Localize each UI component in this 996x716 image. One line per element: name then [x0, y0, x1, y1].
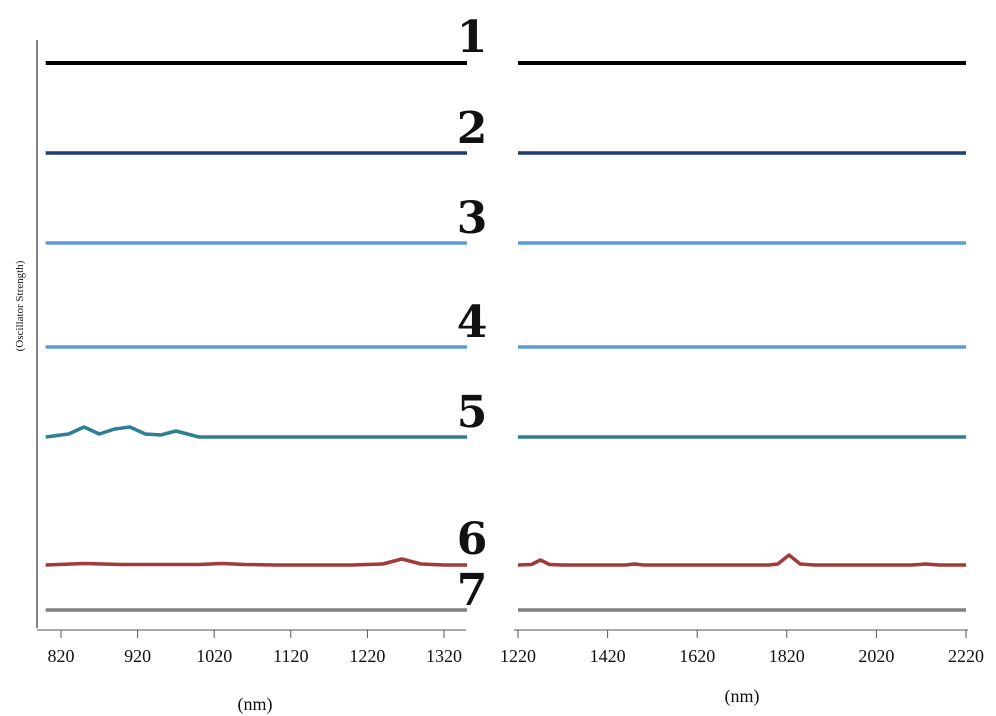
x-tick-label-left: 1320	[426, 646, 462, 666]
x-tick-label-right: 1420	[590, 646, 626, 666]
x-tick-label-right: 2020	[858, 646, 894, 666]
series-label-7: 7	[457, 565, 488, 616]
y-axis-label: (Oscillator Strength)	[14, 260, 26, 352]
series-label-3: 3	[457, 193, 488, 244]
series-line-right-6	[517, 553, 966, 567]
x-tick-label-right: 1220	[500, 646, 536, 666]
x-axis-label-left: (nm)	[238, 694, 273, 715]
series-label-6: 6	[457, 514, 488, 565]
series-label-4: 4	[457, 297, 488, 348]
series-line-left-5	[45, 425, 467, 439]
x-tick-label-left: 1120	[273, 646, 308, 666]
x-tick-label-right: 1820	[769, 646, 805, 666]
x-tick-label-left: 820	[48, 646, 75, 666]
x-tick-label-left: 920	[124, 646, 151, 666]
x-tick-label-left: 1020	[196, 646, 232, 666]
x-tick-label-right: 1620	[679, 646, 715, 666]
series-label-1: 1	[457, 12, 488, 63]
x-tick-label-right: 2220	[948, 646, 984, 666]
x-tick-label-left: 1220	[349, 646, 385, 666]
series-line-left-6	[45, 557, 467, 567]
series-label-2: 2	[457, 103, 488, 154]
x-axis-label-right: (nm)	[725, 686, 760, 707]
series-label-5: 5	[457, 387, 488, 438]
